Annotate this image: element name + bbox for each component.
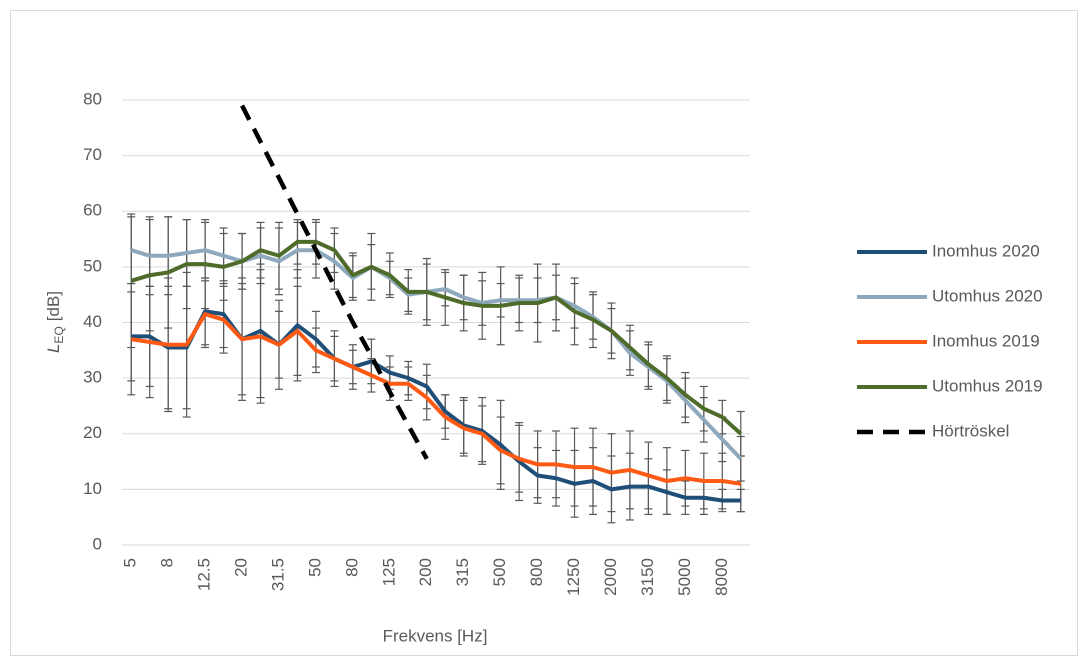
x-tick-label: 50 bbox=[305, 558, 324, 577]
y-axis-title-sub: EQ bbox=[52, 326, 66, 343]
x-tick-label: 315 bbox=[453, 558, 472, 586]
y-tick-label: 50 bbox=[83, 256, 102, 275]
legend-label: Inomhus 2020 bbox=[932, 241, 1040, 260]
x-tick-label: 8 bbox=[158, 558, 177, 567]
series-line bbox=[130, 248, 743, 461]
x-tick-label: 5000 bbox=[675, 558, 694, 596]
x-tick-label: 2000 bbox=[601, 558, 620, 596]
y-tick-label: 10 bbox=[83, 479, 102, 498]
y-tick-label: 60 bbox=[83, 201, 102, 220]
legend-label: Inomhus 2019 bbox=[932, 331, 1040, 350]
chart-frame bbox=[10, 10, 1078, 656]
x-tick-label: 200 bbox=[416, 558, 435, 586]
y-tick-label: 20 bbox=[83, 423, 102, 442]
series-line bbox=[240, 104, 429, 460]
legend-label: Utomhus 2019 bbox=[932, 376, 1043, 395]
y-axis-title-unit: [dB] bbox=[44, 291, 63, 321]
series-line bbox=[130, 239, 743, 436]
y-tick-label: 0 bbox=[93, 534, 102, 553]
y-tick-label: 80 bbox=[83, 89, 102, 108]
x-tick-label: 80 bbox=[342, 558, 361, 577]
x-tick-label: 12.5 bbox=[195, 558, 214, 591]
x-tick-label: 5 bbox=[121, 558, 140, 567]
x-tick-label: 3150 bbox=[638, 558, 657, 596]
series-line bbox=[130, 312, 742, 486]
x-axis-title: Frekvens [Hz] bbox=[383, 626, 488, 645]
x-tick-label: 1250 bbox=[564, 558, 583, 596]
x-tick-label: 500 bbox=[490, 558, 509, 586]
y-axis-title: LEQ [dB] bbox=[44, 291, 66, 353]
x-tick-label: 31.5 bbox=[268, 558, 287, 591]
x-tick-label: 8000 bbox=[712, 558, 731, 596]
x-tick-label: 20 bbox=[232, 558, 251, 577]
legend-label: Hörtröskel bbox=[932, 421, 1009, 440]
legend-label: Utomhus 2020 bbox=[932, 286, 1043, 305]
y-tick-label: 30 bbox=[83, 368, 102, 387]
x-tick-label: 800 bbox=[527, 558, 546, 586]
y-tick-label: 40 bbox=[83, 312, 102, 331]
y-axis-title-main: L bbox=[44, 344, 63, 353]
x-tick-label: 125 bbox=[379, 558, 398, 586]
y-tick-label: 70 bbox=[83, 145, 102, 164]
